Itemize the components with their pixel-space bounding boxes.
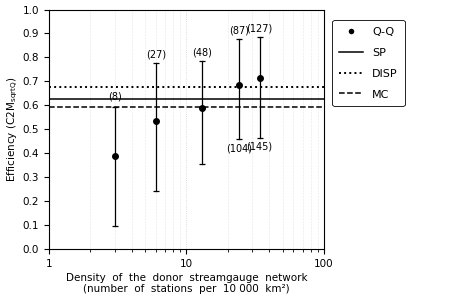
Legend: Q-Q, SP, DISP, MC: Q-Q, SP, DISP, MC [332,20,405,106]
Point [198,105,206,110]
Y-axis label: Efficiency (C2M$_{\mathsf{sqrtQ}}$): Efficiency (C2M$_{\mathsf{sqrtQ}}$) [5,76,20,182]
Point [153,118,160,123]
X-axis label: Density  of  the  donor  streamgauge  network
(number  of  stations  per  10 000: Density of the donor streamgauge network… [66,273,307,294]
Text: (8): (8) [108,92,122,102]
Text: (87): (87) [229,26,249,36]
Point [256,75,263,80]
Text: (104): (104) [226,144,252,154]
Point [111,153,118,158]
Text: (48): (48) [192,47,212,57]
Text: (145): (145) [247,141,273,151]
Text: (127): (127) [247,23,273,34]
Text: (27): (27) [146,50,166,60]
Point [235,82,243,87]
